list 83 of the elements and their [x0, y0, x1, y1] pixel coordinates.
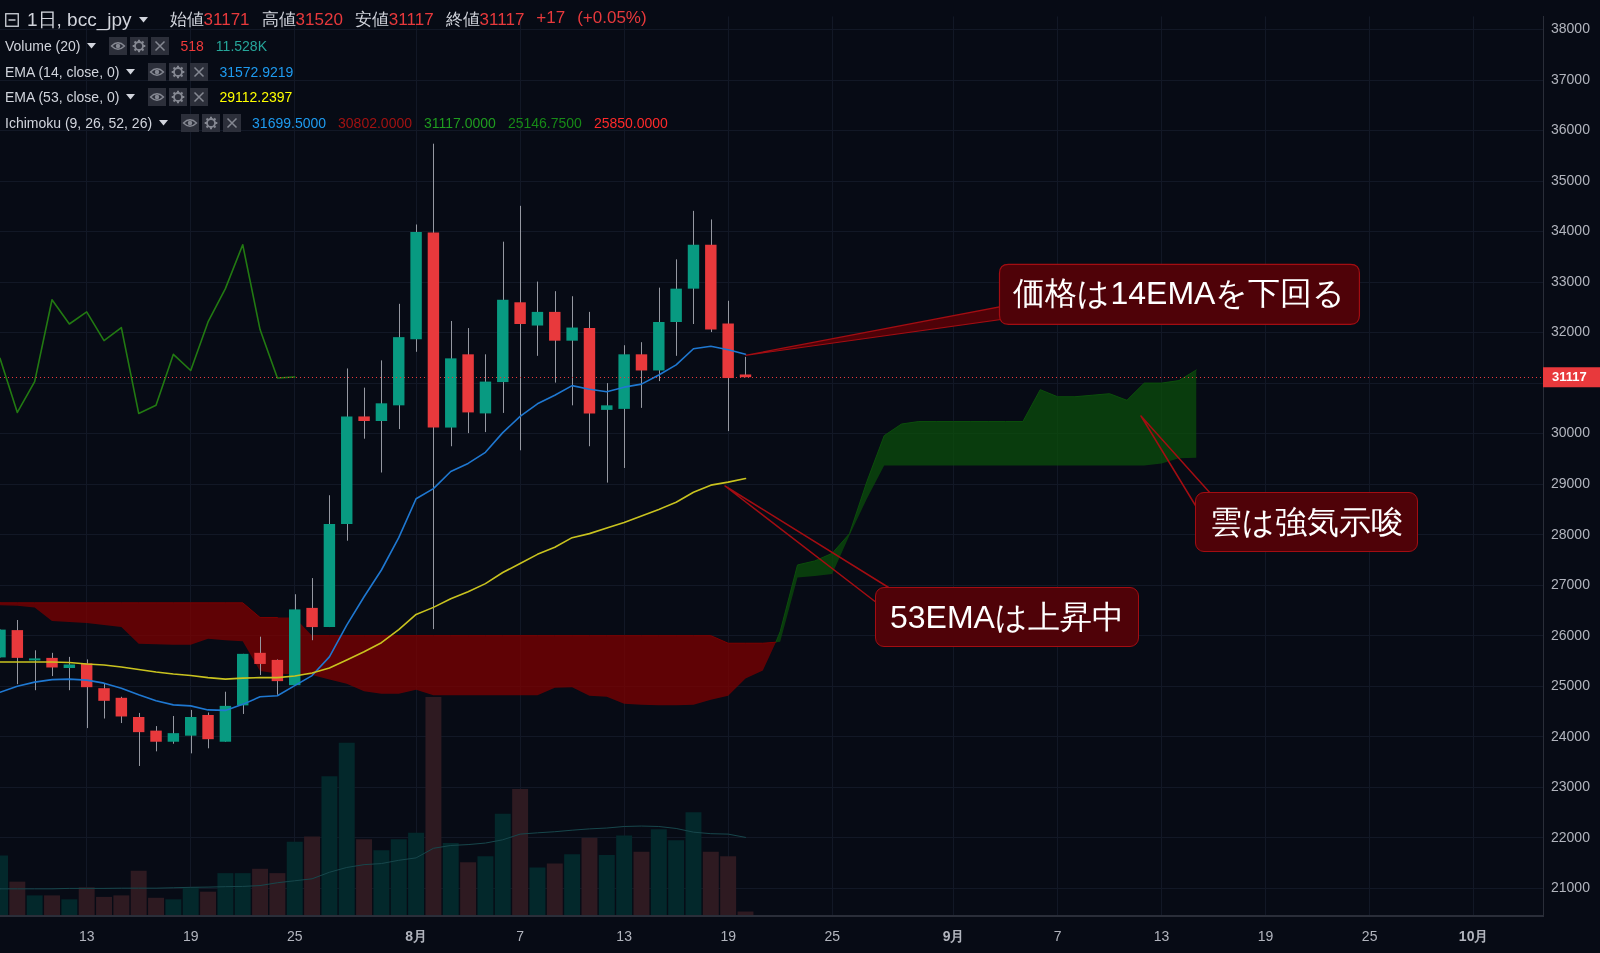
bar	[44, 895, 60, 915]
bar	[546, 863, 563, 915]
y-tick-label: 32000	[1551, 323, 1591, 340]
text: EMA (14, close, 0) 31572.9219	[5, 63, 294, 80]
chart-title: 1日, bcc_jpy	[27, 7, 132, 33]
candlestick	[63, 656, 76, 691]
bar	[633, 851, 650, 915]
text: Volume (20) 518 11.528K	[5, 37, 267, 54]
candlestick	[184, 709, 197, 754]
bar	[182, 887, 199, 915]
candlestick	[566, 295, 578, 406]
bar	[217, 873, 234, 915]
x-tick-label: 19	[720, 928, 737, 945]
bar	[373, 850, 390, 915]
y-tick-label: 21000	[1551, 879, 1591, 896]
y-tick-label: 27000	[1551, 576, 1591, 593]
ref-line-label: 31117	[1552, 369, 1587, 385]
x-tick-label: 7	[516, 928, 525, 945]
candlestick	[531, 281, 544, 357]
annotation: 53EMAは上昇中	[875, 587, 1139, 647]
text: Ichimoku (9, 26, 52, 26) 31699.5000 30802.0000 31117.0000 25146.7500 25850.0000	[5, 115, 668, 132]
y-tick-label: 37000	[1551, 70, 1591, 87]
bar	[512, 789, 529, 915]
bar	[165, 899, 182, 915]
text: EMA (53, close, 0) 29112.2397	[5, 89, 293, 106]
text: 始値31171 高値31520 安値31117 終値31117 +17 (+0.05%)	[169, 8, 647, 29]
y-tick-label: 22000	[1551, 828, 1591, 845]
y-tick-label: 23000	[1551, 778, 1591, 795]
candlestick	[150, 725, 162, 752]
x-tick-label: 9月	[942, 928, 965, 945]
bar	[460, 862, 477, 915]
bar	[442, 843, 459, 915]
bar	[26, 895, 43, 915]
y-tick-label: 25000	[1551, 677, 1591, 694]
bar	[564, 854, 581, 915]
x-tick-label: 8月	[405, 928, 427, 945]
bar	[286, 841, 303, 915]
candlestick	[28, 649, 41, 691]
bar	[581, 837, 598, 915]
annotation: 価格は14EMAを下回る	[1013, 275, 1346, 312]
bar	[200, 891, 217, 915]
x-tick-label: 7	[1053, 928, 1062, 945]
bar	[321, 776, 338, 915]
candlestick	[132, 712, 145, 767]
y-tick-label: 29000	[1551, 474, 1591, 491]
candlestick	[358, 387, 370, 440]
x-tick-label: 10月	[1458, 928, 1489, 945]
candlestick	[306, 577, 318, 641]
x-tick-label: 13	[1153, 928, 1170, 945]
candlestick	[271, 658, 284, 696]
y-tick-label: 38000	[1551, 20, 1591, 37]
bar	[338, 742, 355, 915]
bar	[304, 836, 321, 915]
y-tick-label: 36000	[1551, 121, 1591, 138]
y-tick-label: 33000	[1551, 272, 1591, 289]
candlestick	[167, 715, 180, 745]
candlestick	[601, 382, 613, 484]
x-tick-label: 19	[1257, 928, 1274, 945]
candlestick	[115, 696, 128, 724]
y-tick-label: 28000	[1551, 525, 1591, 542]
annotation: 雲は強気示唆	[1195, 492, 1418, 552]
x-tick-label: 19	[182, 928, 199, 945]
x-tick-label: 25	[824, 928, 841, 945]
y-tick-label: 30000	[1551, 424, 1591, 441]
bar	[425, 697, 442, 915]
candlestick	[375, 359, 388, 474]
x-tick-label: 13	[616, 928, 633, 945]
candlestick	[98, 683, 110, 719]
candlestick	[254, 636, 266, 676]
bar	[477, 856, 494, 915]
x-tick-label: 13	[78, 928, 95, 945]
bar	[356, 839, 373, 915]
bar	[494, 813, 511, 915]
y-tick-label: 35000	[1551, 171, 1591, 188]
bar	[529, 867, 546, 915]
bar	[234, 873, 251, 915]
bar	[61, 899, 78, 915]
y-tick-label: 26000	[1551, 626, 1591, 643]
y-tick-label: 24000	[1551, 727, 1591, 744]
x-tick-label: 25	[286, 928, 303, 945]
x-tick-label: 25	[1361, 928, 1378, 945]
y-tick-label: 34000	[1551, 222, 1591, 239]
bar	[685, 812, 702, 915]
